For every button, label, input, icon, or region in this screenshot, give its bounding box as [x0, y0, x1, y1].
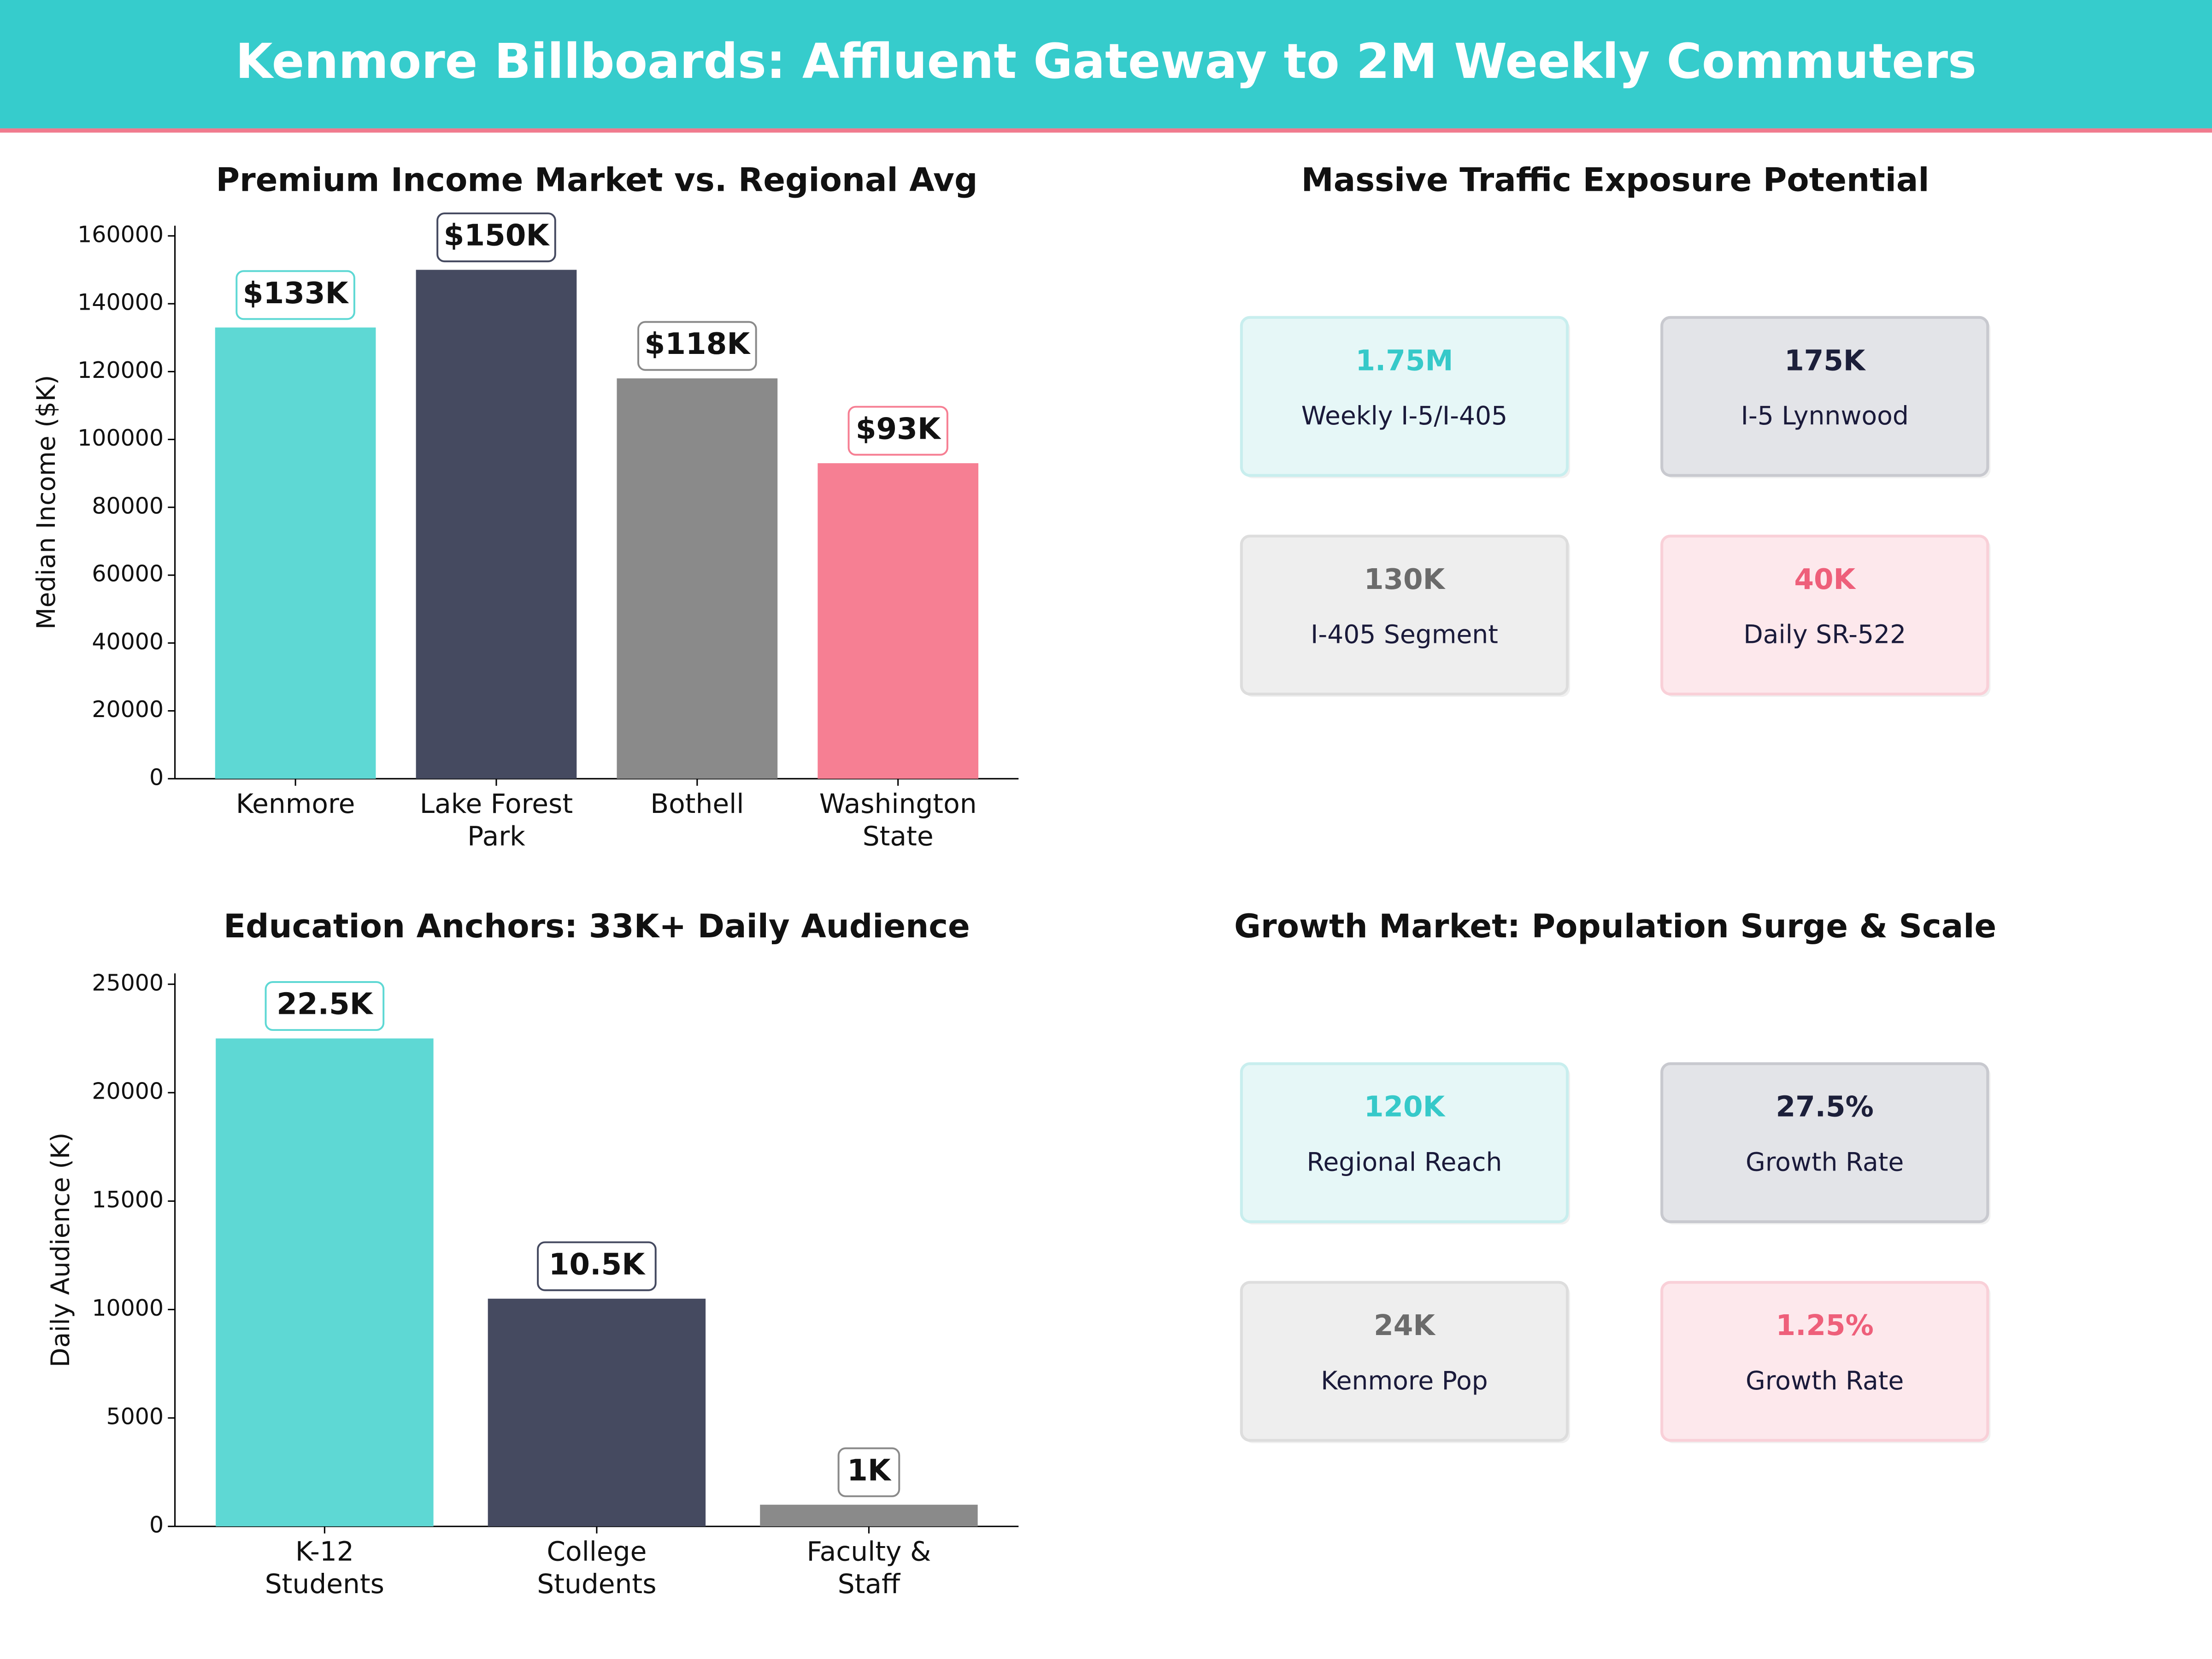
card-value: 1.75M — [1355, 344, 1453, 377]
y-tick-label: 80000 — [92, 493, 164, 519]
value-label-box — [537, 1241, 657, 1291]
card-value: 175K — [1784, 344, 1866, 377]
y-tick-label: 40000 — [92, 629, 164, 655]
y-tick-label: 15000 — [92, 1187, 164, 1213]
value-label-box — [847, 406, 948, 456]
card-label: Daily SR-522 — [1743, 620, 1906, 649]
chart-title: Massive Traffic Exposure Potential — [1301, 161, 1930, 199]
y-axis-label: Daily Audience (K) — [46, 1133, 75, 1367]
x-tick-label: Kenmore — [236, 788, 355, 819]
card — [1240, 316, 1569, 477]
y-tick-label: 120000 — [77, 357, 164, 383]
bar — [215, 327, 376, 779]
value-label: 22.5K — [276, 987, 374, 1022]
x-tick-label: Washington State — [819, 788, 977, 852]
y-tick-label: 160000 — [77, 221, 164, 247]
header-rule — [0, 128, 2212, 133]
y-tick-label: 25000 — [92, 970, 164, 996]
card — [1660, 1281, 1989, 1442]
card — [1660, 316, 1989, 477]
value-label: 10.5K — [549, 1247, 646, 1282]
card-value: 120K — [1364, 1091, 1446, 1124]
y-tick-label: 0 — [149, 1512, 164, 1538]
y-tick-label: 10000 — [92, 1295, 164, 1321]
x-tick-label: K-12 Students — [265, 1536, 384, 1600]
chart-title: Premium Income Market vs. Regional Avg — [216, 161, 977, 199]
card-label: Growth Rate — [1746, 1366, 1904, 1395]
bar — [416, 270, 577, 779]
value-label: $150K — [444, 218, 550, 253]
x-tick-label: College Students — [537, 1536, 656, 1600]
card — [1240, 1062, 1569, 1224]
x-tick-label: Bothell — [650, 788, 744, 819]
card-value: 24K — [1374, 1309, 1436, 1342]
value-label: $133K — [243, 276, 349, 311]
card — [1240, 535, 1569, 696]
card — [1660, 535, 1989, 696]
y-tick-label: 20000 — [92, 696, 164, 723]
card — [1660, 1062, 1989, 1224]
chart-title: Growth Market: Population Surge & Scale — [1234, 907, 1996, 945]
bar — [216, 1038, 434, 1527]
value-label-box — [265, 981, 385, 1031]
bar — [617, 378, 778, 779]
value-label-box — [637, 321, 757, 371]
value-label: $93K — [856, 412, 941, 446]
card-value: 130K — [1364, 563, 1446, 596]
y-tick-label: 60000 — [92, 561, 164, 587]
value-label-box — [235, 270, 355, 320]
y-tick-label: 0 — [149, 764, 164, 790]
page-title: Kenmore Billboards: Affluent Gateway to … — [235, 33, 1977, 89]
card-value: 40K — [1794, 563, 1856, 596]
y-tick-label: 100000 — [77, 425, 164, 451]
bar — [818, 463, 979, 779]
value-label-box — [837, 1447, 900, 1497]
card-value: 1.25% — [1776, 1309, 1873, 1342]
card-label: Weekly I-5/I-405 — [1301, 401, 1507, 430]
card-label: Growth Rate — [1746, 1147, 1904, 1177]
card-label: Regional Reach — [1307, 1147, 1502, 1177]
header — [0, 0, 2212, 129]
x-tick-label: Lake Forest Park — [420, 788, 573, 852]
y-tick-label: 20000 — [92, 1078, 164, 1105]
chart-title: Education Anchors: 33K+ Daily Audience — [224, 907, 970, 945]
value-label: 1K — [847, 1453, 892, 1488]
card-label: I-405 Segment — [1311, 620, 1498, 649]
bar — [488, 1299, 706, 1527]
y-tick-label: 5000 — [106, 1403, 164, 1430]
y-tick-label: 140000 — [77, 289, 164, 316]
bar — [760, 1505, 978, 1527]
value-label-box — [436, 212, 556, 263]
card-label: Kenmore Pop — [1321, 1366, 1488, 1395]
y-axis-label: Median Income ($K) — [31, 375, 61, 629]
x-tick-label: Faculty & Staff — [807, 1536, 931, 1600]
card — [1240, 1281, 1569, 1442]
card-label: I-5 Lynnwood — [1741, 401, 1909, 430]
value-label: $118K — [644, 327, 751, 361]
card-value: 27.5% — [1776, 1091, 1873, 1124]
